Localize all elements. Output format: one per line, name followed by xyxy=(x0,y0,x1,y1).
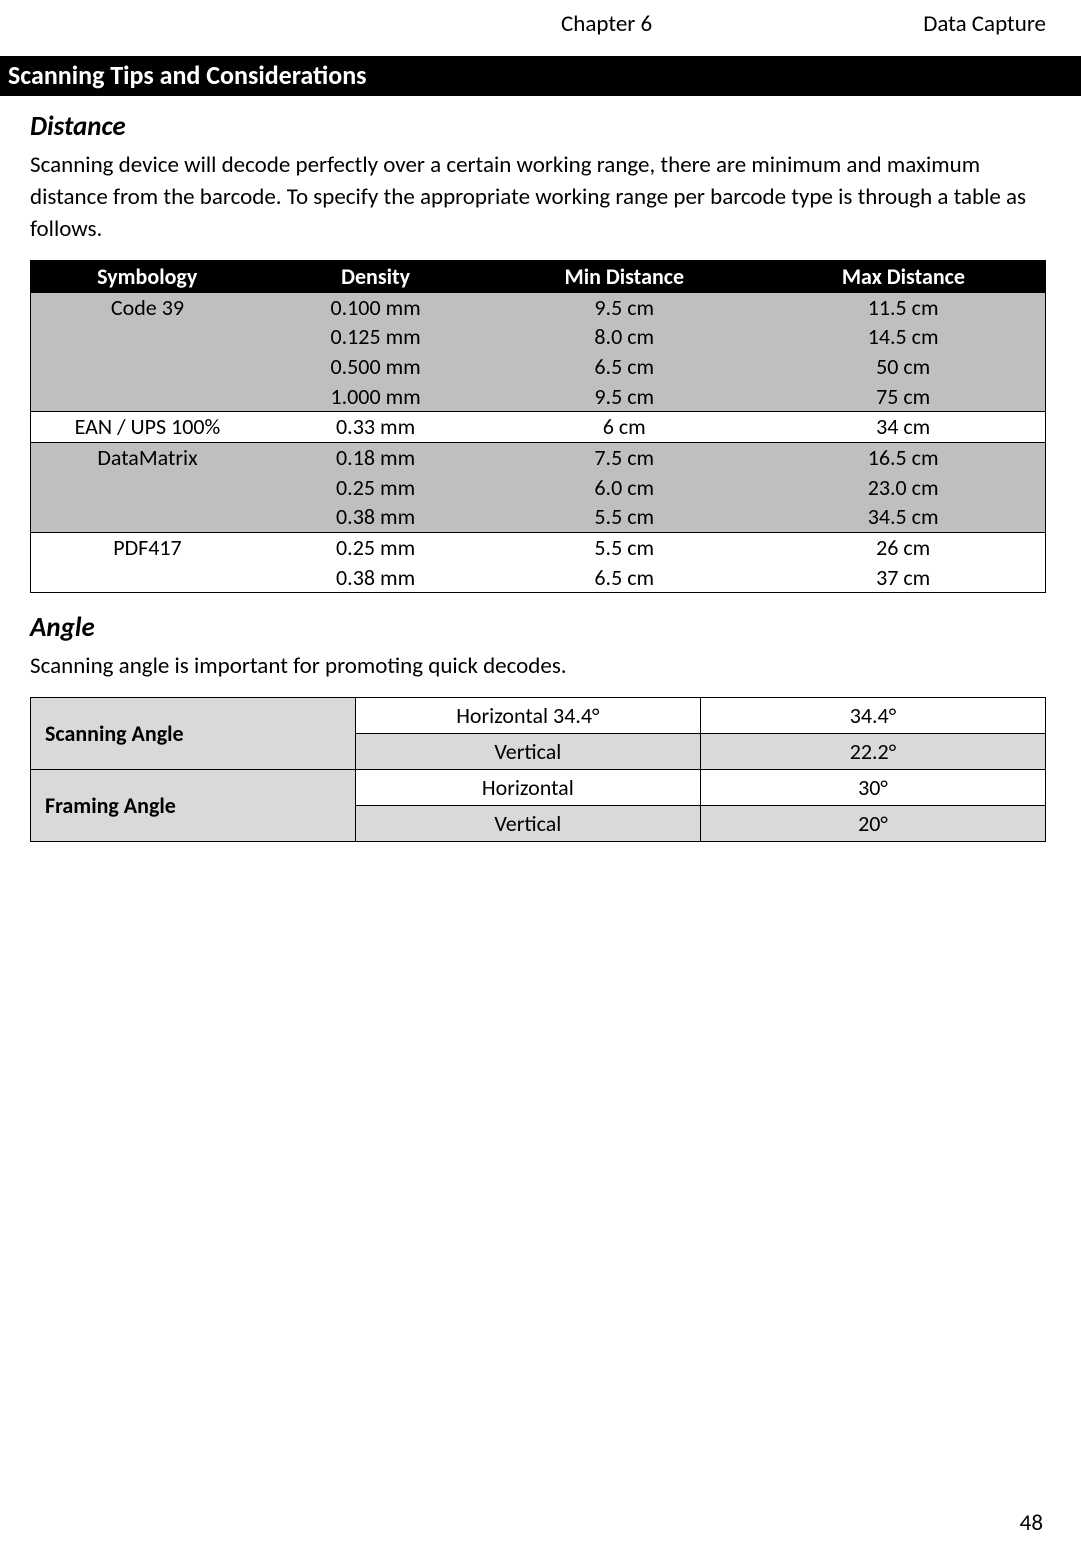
density-cell: 0.500 mm xyxy=(264,352,487,382)
density-cell: 0.125 mm xyxy=(264,322,487,352)
min-cell: 6.5 cm xyxy=(487,563,761,593)
angle-axis-cell: Horizontal xyxy=(355,769,700,805)
density-cell: 0.33 mm xyxy=(264,412,487,443)
min-cell: 8.0 cm xyxy=(487,322,761,352)
max-cell: 23.0 cm xyxy=(761,473,1045,503)
density-cell: 0.25 mm xyxy=(264,473,487,503)
col-min: Min Distance xyxy=(487,260,761,292)
density-cell: 0.100 mm xyxy=(264,292,487,322)
min-cell: 6.0 cm xyxy=(487,473,761,503)
distance-heading: Distance xyxy=(30,110,1046,143)
page-header: Chapter 6 Data Capture xyxy=(30,10,1046,38)
min-cell: 6.5 cm xyxy=(487,352,761,382)
col-density: Density xyxy=(264,260,487,292)
max-cell: 37 cm xyxy=(761,563,1045,593)
symbology-cell: PDF417 xyxy=(31,533,264,593)
chapter-label: Chapter 6 xyxy=(30,10,923,38)
max-cell: 34 cm xyxy=(761,412,1045,443)
angle-value-cell: 22.2° xyxy=(700,733,1045,769)
min-cell: 9.5 cm xyxy=(487,382,761,412)
density-cell: 0.38 mm xyxy=(264,502,487,532)
max-cell: 34.5 cm xyxy=(761,502,1045,532)
angle-heading: Angle xyxy=(30,611,1046,644)
min-cell: 5.5 cm xyxy=(487,502,761,532)
min-cell: 9.5 cm xyxy=(487,292,761,322)
angle-axis-cell: Horizontal 34.4° xyxy=(355,697,700,733)
col-symbology: Symbology xyxy=(31,260,264,292)
max-cell: 16.5 cm xyxy=(761,443,1045,473)
angle-label-cell: Framing Angle xyxy=(31,769,356,841)
min-cell: 7.5 cm xyxy=(487,443,761,473)
section-banner: Scanning Tips and Considerations xyxy=(0,56,1081,96)
angle-paragraph: Scanning angle is important for promotin… xyxy=(30,650,1046,682)
density-cell: 0.18 mm xyxy=(264,443,487,473)
page-number: 48 xyxy=(1020,1509,1043,1537)
symbology-cell: Code 39 xyxy=(31,292,264,412)
distance-table: Symbology Density Min Distance Max Dista… xyxy=(30,260,1046,594)
angle-value-cell: 20° xyxy=(700,805,1045,841)
density-cell: 1.000 mm xyxy=(264,382,487,412)
min-cell: 6 cm xyxy=(487,412,761,443)
min-cell: 5.5 cm xyxy=(487,533,761,563)
symbology-cell: DataMatrix xyxy=(31,443,264,533)
angle-axis-cell: Vertical xyxy=(355,805,700,841)
symbology-cell: EAN / UPS 100% xyxy=(31,412,264,443)
distance-paragraph: Scanning device will decode perfectly ov… xyxy=(30,149,1046,246)
max-cell: 11.5 cm xyxy=(761,292,1045,322)
max-cell: 26 cm xyxy=(761,533,1045,563)
density-cell: 0.25 mm xyxy=(264,533,487,563)
angle-axis-cell: Vertical xyxy=(355,733,700,769)
angle-table: Scanning AngleHorizontal 34.4°34.4°Verti… xyxy=(30,697,1046,842)
angle-label-cell: Scanning Angle xyxy=(31,697,356,769)
col-max: Max Distance xyxy=(761,260,1045,292)
angle-value-cell: 34.4° xyxy=(700,697,1045,733)
density-cell: 0.38 mm xyxy=(264,563,487,593)
max-cell: 14.5 cm xyxy=(761,322,1045,352)
max-cell: 50 cm xyxy=(761,352,1045,382)
angle-value-cell: 30° xyxy=(700,769,1045,805)
section-label: Data Capture xyxy=(923,10,1046,38)
max-cell: 75 cm xyxy=(761,382,1045,412)
